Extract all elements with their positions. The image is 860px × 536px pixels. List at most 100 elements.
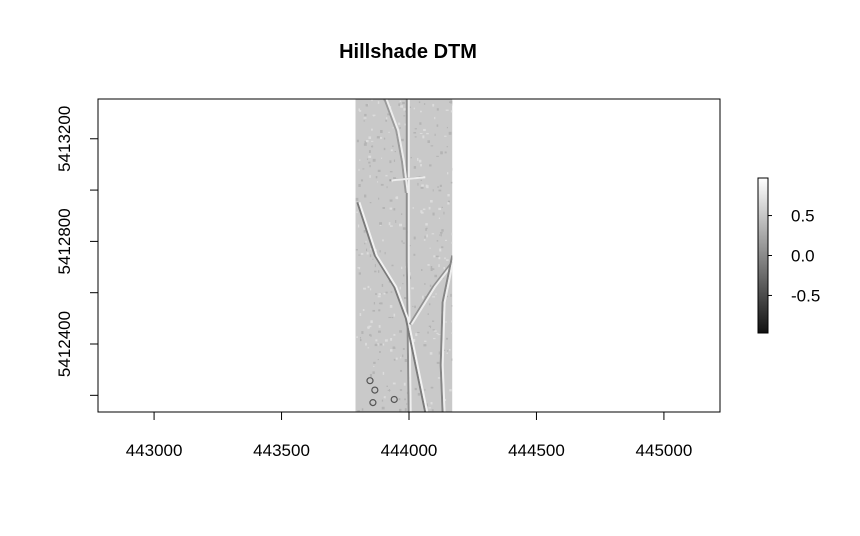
texture-speck	[367, 347, 370, 349]
texture-speck	[357, 224, 360, 228]
texture-speck	[404, 398, 406, 401]
texture-speck	[452, 103, 453, 106]
texture-speck	[363, 120, 366, 122]
texture-speck	[400, 105, 404, 108]
texture-speck	[445, 109, 449, 111]
texture-speck	[418, 159, 422, 163]
texture-speck	[358, 184, 361, 187]
texture-speck	[450, 293, 452, 297]
texture-speck	[440, 151, 443, 155]
texture-speck	[424, 340, 427, 342]
texture-speck	[449, 101, 452, 103]
texture-speck	[363, 117, 367, 119]
texture-speck	[451, 320, 453, 323]
track-upper-highlight	[385, 99, 409, 194]
texture-speck	[432, 296, 436, 298]
texture-speck	[381, 283, 384, 287]
texture-speck	[362, 309, 365, 312]
texture-speck	[403, 115, 406, 117]
texture-speck	[435, 293, 437, 295]
texture-speck	[425, 228, 427, 231]
texture-speck	[451, 358, 453, 361]
legend-colorbar	[757, 177, 769, 334]
texture-speck	[358, 168, 360, 172]
building-mark	[366, 377, 374, 385]
texture-speck	[443, 211, 445, 215]
texture-speck	[439, 184, 442, 187]
texture-speck	[431, 268, 435, 270]
texture-speck	[425, 223, 428, 226]
track-upper-shadow	[383, 99, 407, 194]
texture-speck	[441, 206, 444, 208]
texture-speck	[369, 403, 373, 405]
texture-speck	[384, 251, 386, 255]
texture-speck	[413, 253, 416, 256]
texture-speck	[420, 186, 424, 189]
texture-speck	[414, 136, 417, 138]
texture-speck	[414, 128, 417, 130]
texture-speck	[428, 206, 431, 210]
texture-speck	[358, 254, 361, 256]
texture-speck	[393, 208, 396, 211]
texture-speck	[387, 113, 391, 116]
texture-speck	[369, 254, 372, 258]
texture-speck	[401, 138, 404, 142]
texture-speck	[378, 197, 380, 200]
texture-speck	[388, 389, 391, 392]
texture-speck	[368, 155, 372, 158]
texture-speck	[402, 283, 404, 285]
texture-speck	[423, 239, 426, 241]
legend-tick-label: 0.5	[791, 207, 815, 226]
road-diagonal-shadow	[356, 201, 427, 412]
texture-speck	[373, 302, 376, 305]
texture-speck	[359, 336, 362, 339]
texture-speck	[413, 107, 415, 110]
texture-speck	[430, 386, 434, 389]
texture-speck	[394, 151, 397, 153]
texture-speck	[375, 293, 377, 295]
texture-speck	[392, 347, 396, 349]
texture-speck	[420, 210, 423, 213]
texture-speck	[399, 286, 401, 290]
texture-speck	[376, 181, 379, 183]
texture-speck	[404, 358, 408, 362]
texture-speck	[423, 128, 426, 132]
road-curve-right-highlight	[441, 260, 453, 412]
texture-speck	[395, 357, 398, 360]
texture-speck	[378, 330, 381, 333]
texture-speck	[420, 164, 422, 167]
texture-speck	[424, 388, 426, 391]
texture-speck	[420, 110, 422, 113]
texture-speck	[406, 403, 408, 405]
texture-speck	[367, 326, 370, 329]
texture-speck	[423, 344, 427, 347]
texture-speck	[419, 122, 422, 125]
texture-speck	[426, 234, 428, 238]
texture-speck	[358, 108, 360, 111]
texture-speck	[425, 184, 428, 188]
texture-speck	[429, 164, 432, 167]
building-mark	[369, 399, 377, 407]
x-tick-label: 443000	[126, 441, 183, 460]
texture-speck	[372, 258, 374, 260]
texture-speck	[365, 103, 369, 107]
texture-speck	[433, 330, 437, 332]
texture-speck	[426, 403, 428, 407]
texture-speck	[393, 159, 396, 162]
road-diagonal-highlight	[358, 201, 429, 412]
texture-speck	[379, 343, 383, 346]
texture-speck	[383, 396, 385, 399]
texture-speck	[376, 136, 380, 139]
texture-speck	[412, 338, 416, 342]
texture-speck	[364, 194, 367, 198]
texture-speck	[402, 227, 406, 230]
texture-speck	[371, 128, 373, 131]
texture-speck	[428, 303, 431, 306]
texture-speck	[385, 174, 388, 177]
texture-speck	[398, 398, 401, 401]
texture-speck	[370, 145, 373, 148]
texture-speck	[363, 287, 366, 290]
texture-speck	[431, 409, 434, 412]
texture-speck	[409, 276, 412, 280]
texture-speck	[389, 160, 392, 164]
